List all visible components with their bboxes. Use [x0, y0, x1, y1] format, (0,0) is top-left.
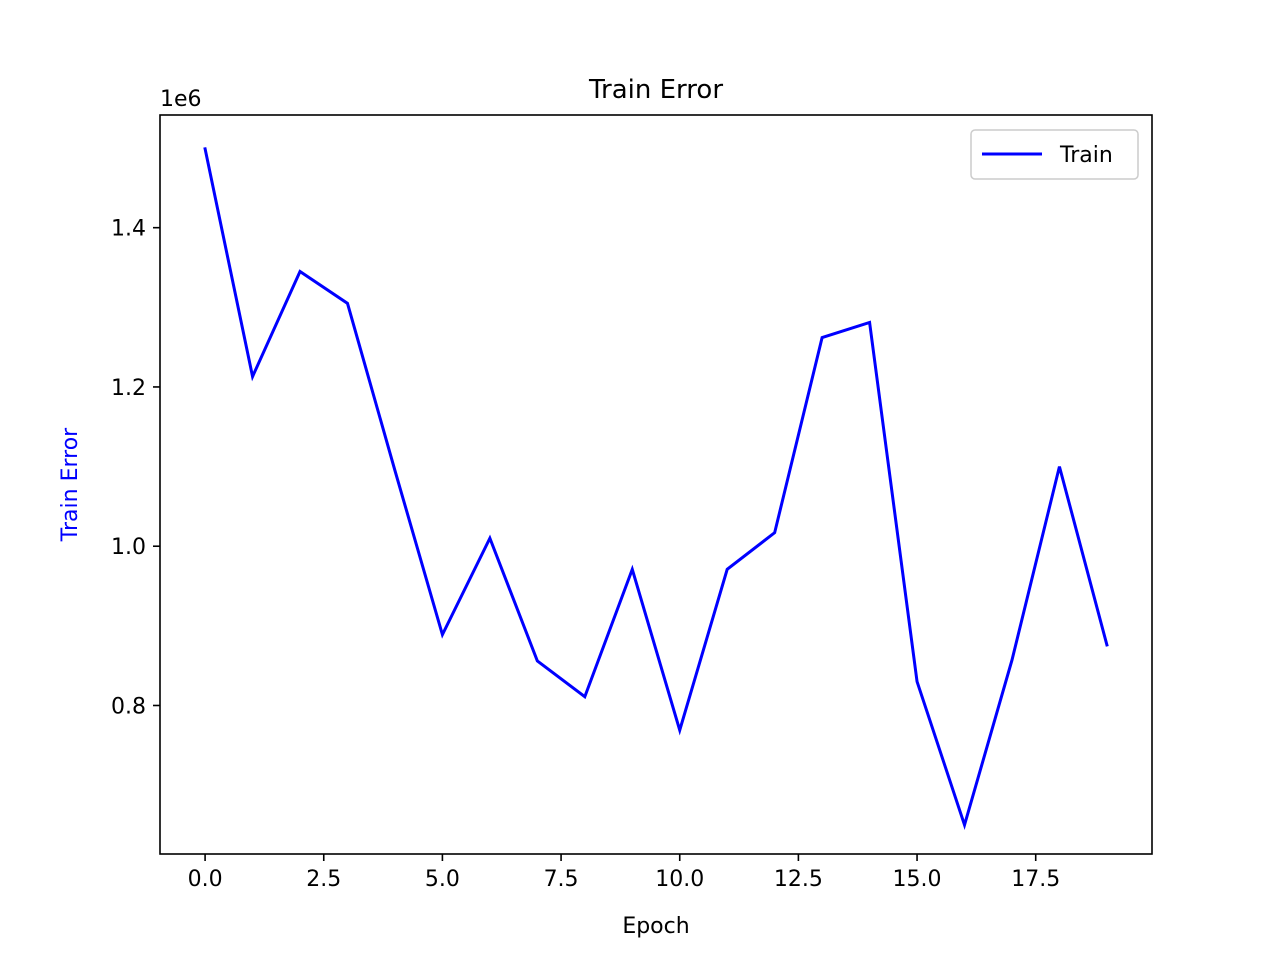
y-axis-label: Train Error [58, 427, 83, 542]
y-tick-label: 0.8 [111, 694, 146, 719]
x-tick-label: 0.0 [188, 867, 223, 892]
x-tick-label: 5.0 [425, 867, 460, 892]
legend: Train [970, 129, 1139, 180]
series-layer [203, 147, 1109, 831]
y-offset-text: 1e6 [160, 87, 202, 112]
series-line-train [203, 147, 1109, 831]
x-tick-label: 15.0 [893, 867, 942, 892]
y-axis: 0.8 1.0 1.2 1.4 [111, 217, 160, 719]
x-axis-label: Epoch [622, 914, 689, 939]
x-tick-label: 12.5 [774, 867, 823, 892]
x-axis: 0.0 2.5 5.0 7.5 10.0 12.5 15.0 17.5 [188, 854, 1060, 892]
x-tick-label: 10.0 [655, 867, 704, 892]
chart-title: Train Error [588, 75, 723, 105]
x-tick-label: 17.5 [1011, 867, 1060, 892]
y-tick-label: 1.4 [111, 217, 146, 242]
legend-label-train: Train [1059, 143, 1113, 168]
y-tick-label: 1.0 [111, 535, 146, 560]
x-tick-label: 7.5 [544, 867, 579, 892]
y-tick-label: 1.2 [111, 376, 146, 401]
plot-frame [159, 114, 1153, 855]
legend-box [970, 129, 1139, 180]
x-tick-label: 2.5 [306, 867, 341, 892]
